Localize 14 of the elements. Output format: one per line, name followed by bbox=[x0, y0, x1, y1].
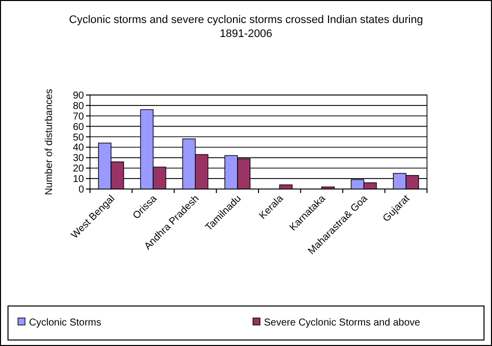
y-tick-label: 80 bbox=[72, 100, 84, 112]
chart-title: Cyclonic storms and severe cyclonic storms crossed Indian states during 1891-2006 bbox=[69, 14, 423, 40]
y-tick-label: 40 bbox=[72, 142, 84, 154]
y-tick-label: 30 bbox=[72, 153, 84, 164]
y-tick-label: 10 bbox=[72, 174, 84, 186]
y-axis-title: Number of disturbances bbox=[44, 88, 55, 196]
y-tick-label: 90 bbox=[72, 90, 84, 102]
y-tick-label: 60 bbox=[72, 122, 84, 133]
y-tick-label: 70 bbox=[72, 111, 84, 122]
y-tick-label: 0 bbox=[78, 184, 84, 196]
legend-label: Severe Cyclonic Storms and above bbox=[264, 318, 421, 328]
legend-label: Cyclonic Storms bbox=[29, 318, 102, 328]
y-tick-label: 50 bbox=[72, 132, 84, 144]
y-tick-label: 20 bbox=[72, 164, 84, 175]
